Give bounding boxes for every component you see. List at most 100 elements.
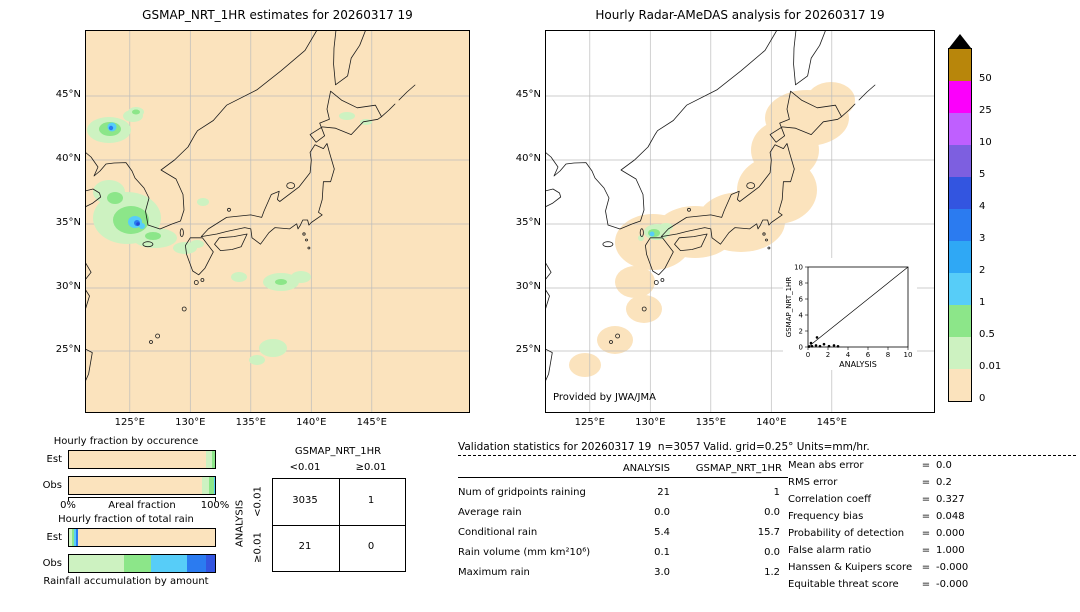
bar-segment-blue: [76, 529, 78, 546]
score-label: Hanssen & Kuipers score: [788, 562, 913, 573]
bar-segment-peach: [69, 477, 202, 494]
bar-segment-pale_green: [69, 529, 72, 546]
inset-y-tick-label: 4: [799, 312, 804, 320]
bar-segment-green: [209, 477, 214, 494]
stats-table-row: Average rain 0.0 0.0: [458, 502, 794, 522]
colorbar-overflow-triangle-icon: [949, 34, 971, 48]
occurrence-obs-bar: [68, 476, 216, 495]
longitude-tick-label: 130°E: [175, 417, 206, 428]
inset-x-tick-label: 10: [904, 351, 913, 359]
stats-analysis-value: 3.0: [654, 566, 670, 578]
score-value: 0.2: [936, 477, 952, 488]
colorbar-segment: [949, 337, 971, 369]
inset-y-tick-label: 0: [799, 344, 803, 352]
map-frame: [85, 30, 470, 413]
bar-segment-pale_green: [201, 477, 210, 494]
colorbar-segment: [949, 241, 971, 273]
total-rain-chart-title: Hourly fraction of total rain: [58, 514, 194, 525]
longitude-tick-label: 145°E: [816, 417, 847, 428]
inset-y-tick-label: 10: [794, 264, 803, 272]
longitude-tick-label: 135°E: [695, 417, 726, 428]
score-label: Mean abs error: [788, 460, 864, 471]
colorbar-tick-label: 5: [979, 169, 986, 180]
colorbar-tick-label: 2: [979, 265, 986, 276]
contingency-col-label-lt: <0.01: [289, 462, 321, 473]
equals-sign: =: [921, 477, 931, 488]
longitude-tick-label: 135°E: [235, 417, 266, 428]
colorbar-segment: [949, 49, 971, 81]
contingency-cell: 3035: [292, 495, 318, 506]
score-row: Mean abs error = 0.0: [788, 457, 1078, 474]
contingency-row-group-label: ANALYSIS: [234, 499, 246, 548]
score-value: 0.000: [936, 528, 965, 539]
credit-text: Provided by JWA/JMA: [553, 392, 656, 403]
equals-sign: =: [921, 494, 931, 505]
inset-xlabel: ANALYSIS: [839, 360, 877, 369]
one-to-one-line: [807, 266, 909, 348]
colorbar-segment: [949, 145, 971, 177]
inset-scatter-plot: ANALYSIS GSMAP_NRT_1HR 0 2 4 6 8 10 0 2 4 6 8 10: [783, 258, 917, 370]
score-value: 0.327: [936, 494, 965, 505]
colorbar-tick-label: 3: [979, 233, 986, 244]
dashed-divider: [458, 455, 1076, 456]
inset-x-tick-label: 2: [826, 351, 830, 359]
latitude-tick-label: 40°N: [515, 153, 541, 164]
score-row: Correlation coeff = 0.327: [788, 491, 1078, 508]
stats-analysis-value: 0.0: [654, 506, 670, 518]
score-value: -0.000: [936, 579, 969, 590]
scatter-point: [832, 344, 836, 347]
colorbar-tick-label: 4: [979, 201, 986, 212]
latitude-tick-label: 35°N: [515, 217, 541, 228]
stats-col-gsmap: GSMAP_NRT_1HR: [695, 463, 782, 474]
map-frame: [545, 30, 935, 413]
scatter-point: [807, 345, 811, 348]
latitude-tick-label: 45°N: [515, 89, 541, 100]
score-label: Probability of detection: [788, 528, 905, 539]
inset-y-tick-label: 6: [799, 296, 804, 304]
contingency-col-label-ge: ≥0.01: [355, 462, 387, 473]
latitude-tick-label: 30°N: [515, 281, 541, 292]
stats-table: Num of gridpoints raining 21 1 Average rain…: [458, 482, 794, 582]
stats-gsmap-value: 0.0: [764, 546, 780, 558]
stats-analysis-value: 21: [657, 486, 670, 498]
colorbar-segment: [949, 113, 971, 145]
colorbar-tick-label: 10: [979, 137, 992, 148]
analysis-rain-shading: [638, 223, 673, 241]
colorbar-segment: [949, 177, 971, 209]
bar-segment-pale_green: [69, 555, 125, 572]
contingency-grid: [272, 478, 406, 572]
colorbar-segment: [949, 273, 971, 305]
equals-sign: =: [921, 545, 931, 556]
score-value: -0.000: [936, 562, 969, 573]
scatter-point: [818, 344, 822, 348]
stats-row-label: Maximum rain: [458, 566, 530, 578]
scatter-point: [814, 344, 818, 347]
scatter-point: [822, 342, 826, 346]
colorbar-tick-label: 0.01: [979, 361, 1002, 372]
score-row: Equitable threat score = -0.000: [788, 576, 1078, 593]
bar-segment-green: [212, 451, 215, 468]
score-row: Frequency bias = 0.048: [788, 508, 1078, 525]
score-value: 1.000: [936, 545, 965, 556]
radar-amedas-map: ANALYSIS GSMAP_NRT_1HR 0 2 4 6 8 10 0 2 4 6 8 10: [545, 30, 935, 413]
inset-y-tick-label: 2: [799, 328, 803, 336]
bar-segment-cyan: [213, 477, 215, 494]
stats-table-row: Num of gridpoints raining 21 1: [458, 482, 794, 502]
stats-gsmap-value: 15.7: [757, 526, 780, 538]
bar-segment-peach: [77, 529, 215, 546]
precip-colorbar: 50 25 10 5 4 3 2 1 0.5 0.01 0: [948, 34, 1020, 414]
bar-segment-peach: [69, 451, 207, 468]
colorbar-segment: [949, 81, 971, 113]
colorbar-tick-label: 1: [979, 297, 986, 308]
bar-segment-green: [124, 555, 151, 572]
longitude-tick-label: 140°E: [296, 417, 327, 428]
bar-segment-cyan: [74, 529, 77, 546]
colorbar-tick-label: 50: [979, 73, 992, 84]
colorbar-tick-label: 0: [979, 393, 986, 404]
bar-segment-cyan: [150, 555, 188, 572]
scatter-point: [827, 344, 831, 348]
axis-tick: [215, 497, 216, 501]
colorbar-tick-label: 25: [979, 105, 992, 116]
inset-x-tick-label: 0: [806, 351, 810, 359]
